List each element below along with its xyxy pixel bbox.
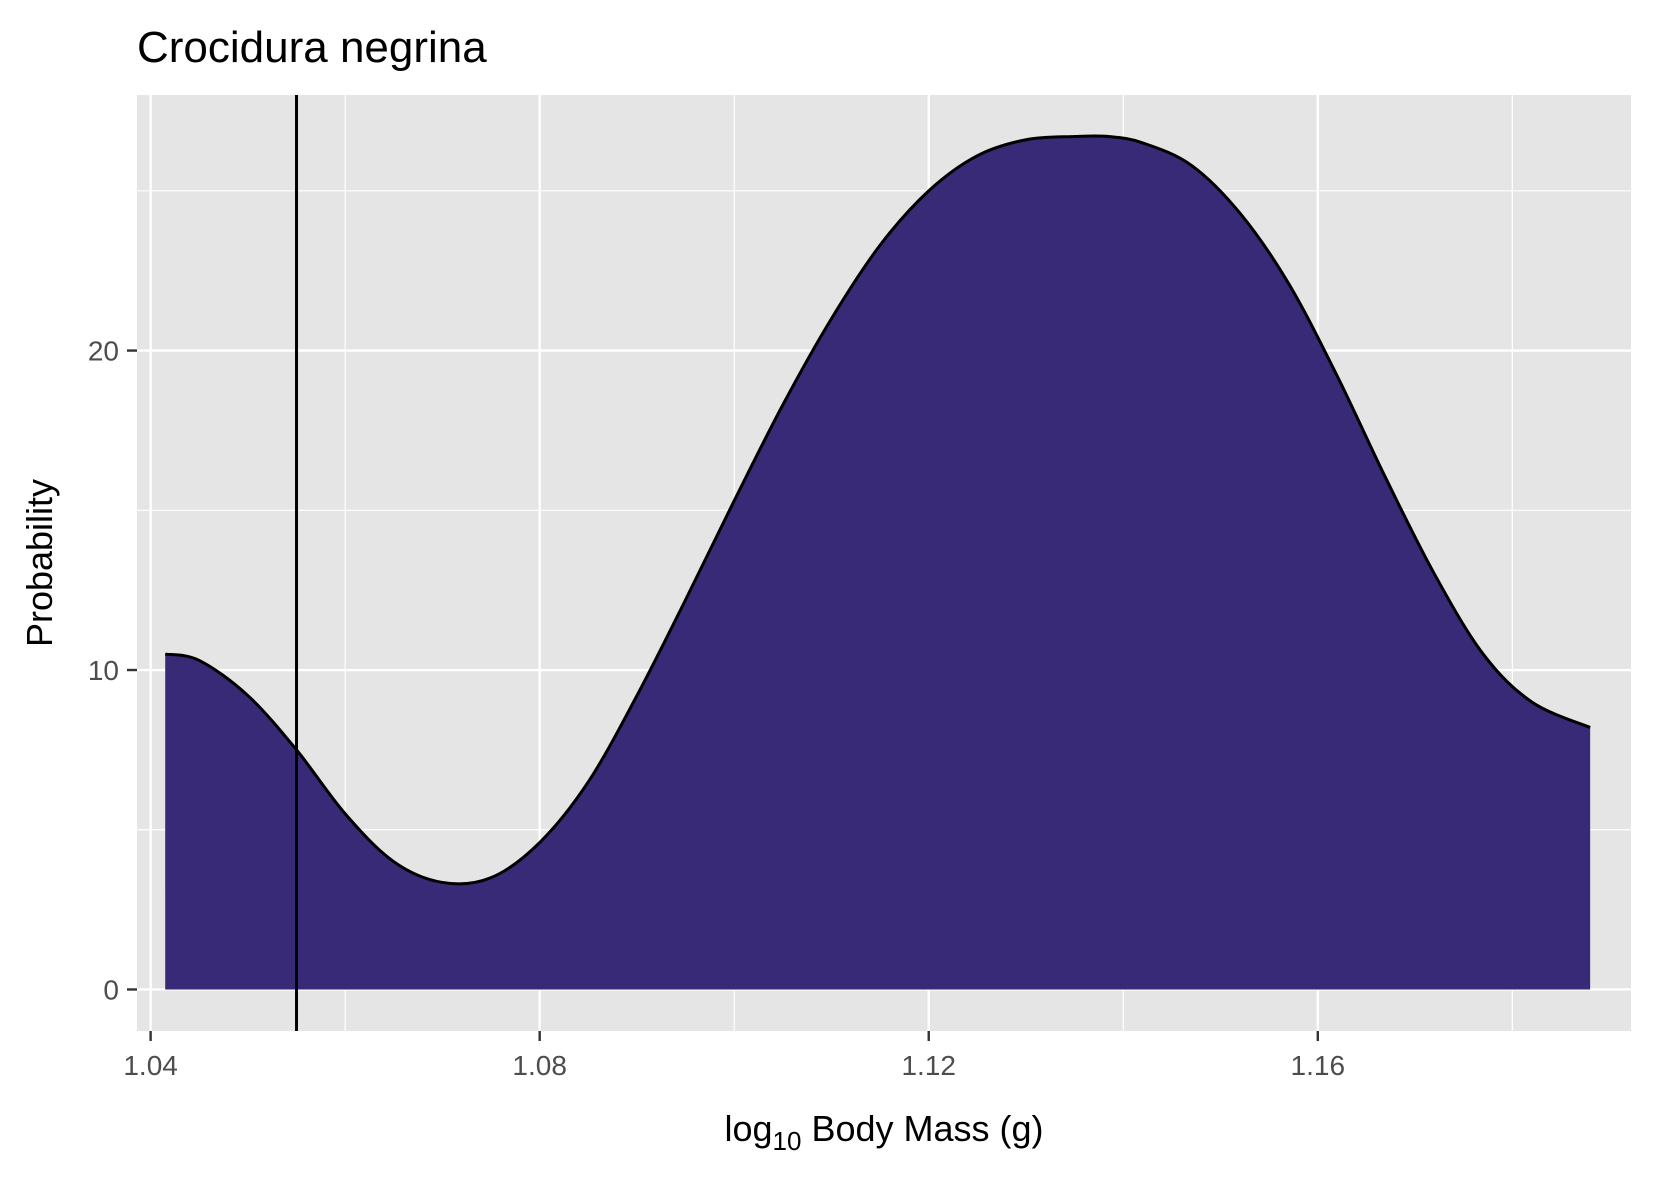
density-curve xyxy=(164,134,1591,886)
x-tick-label: 1.12 xyxy=(901,1050,956,1081)
y-tick-label: 20 xyxy=(88,336,119,367)
density-area xyxy=(165,135,1591,990)
data-marks xyxy=(164,95,1591,1031)
y-axis-title: Probability xyxy=(19,479,60,647)
y-tick-label: 10 xyxy=(88,655,119,686)
y-axis: 0 10 20 xyxy=(88,336,137,1005)
x-axis: 1.04 1.08 1.12 1.16 xyxy=(123,1031,1345,1081)
y-tick-label: 0 xyxy=(103,974,119,1005)
x-axis-title-subscript: 10 xyxy=(773,1126,802,1156)
x-tick-label: 1.16 xyxy=(1291,1050,1346,1081)
x-tick-label: 1.08 xyxy=(512,1050,567,1081)
chart-title: Crocidura negrina xyxy=(137,23,487,72)
x-tick-label: 1.04 xyxy=(123,1050,178,1081)
x-axis-title-rest: Body Mass (g) xyxy=(801,1108,1043,1149)
x-axis-title-main: log xyxy=(724,1108,772,1149)
x-axis-title: log10 Body Mass (g) xyxy=(724,1108,1043,1156)
